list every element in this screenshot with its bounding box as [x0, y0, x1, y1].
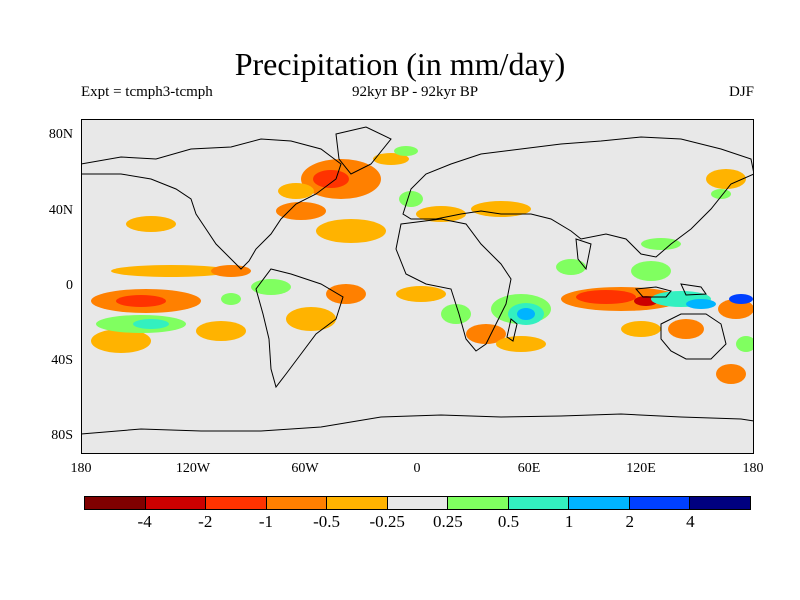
lon-tick-180e: 180	[742, 461, 764, 476]
lon-tick-60w: 60W	[291, 461, 319, 476]
colorbar-label: 4	[686, 512, 695, 531]
colorbar-swatch	[206, 497, 267, 509]
colorbar-swatch	[266, 497, 328, 509]
lon-tick-180w: 180	[70, 461, 92, 476]
colorbar-label: 2	[625, 512, 634, 531]
season-label: DJF	[728, 84, 754, 100]
colorbar-swatch	[387, 497, 449, 509]
colorbar-swatch	[145, 497, 207, 509]
lat-tick-40s: 40S	[51, 353, 73, 368]
colorbar-swatch	[690, 497, 751, 509]
lat-tick-40n: 40N	[48, 203, 73, 218]
map-frame	[81, 119, 754, 454]
colorbar-label: 1	[564, 512, 574, 531]
colorbar-label: -4	[137, 512, 152, 531]
colorbar-label: 0.5	[497, 512, 520, 531]
lat-tick-80s: 80S	[51, 428, 73, 443]
period-label: 92kyr BP - 92kyr BP	[351, 84, 479, 100]
lat-tick-0: 0	[66, 278, 73, 293]
colorbar-swatch	[629, 497, 691, 509]
lon-tick-120w: 120W	[175, 461, 211, 476]
colorbar	[84, 496, 751, 510]
colorbar-label: -2	[198, 512, 213, 531]
experiment-label: Expt = tcmph3-tcmph	[81, 84, 213, 100]
map-title: Precipitation (in mm/day)	[234, 46, 566, 82]
colorbar-label: -1	[258, 512, 273, 531]
lon-tick-60e: 60E	[517, 461, 541, 476]
precipitation-map	[81, 119, 754, 454]
colorbar-swatch	[85, 497, 146, 509]
colorbar-swatch	[569, 497, 630, 509]
lon-tick-120e: 120E	[626, 461, 656, 476]
coastlines	[81, 126, 754, 435]
lat-tick-80n: 80N	[48, 127, 73, 142]
colorbar-swatch	[508, 497, 570, 509]
colorbar-label: 0.25	[432, 512, 463, 531]
colorbar-swatch	[327, 497, 388, 509]
colorbar-swatch	[448, 497, 509, 509]
colorbar-label: -0.25	[369, 512, 405, 531]
colorbar-label: -0.5	[313, 512, 340, 531]
lon-tick-0: 0	[413, 461, 421, 476]
